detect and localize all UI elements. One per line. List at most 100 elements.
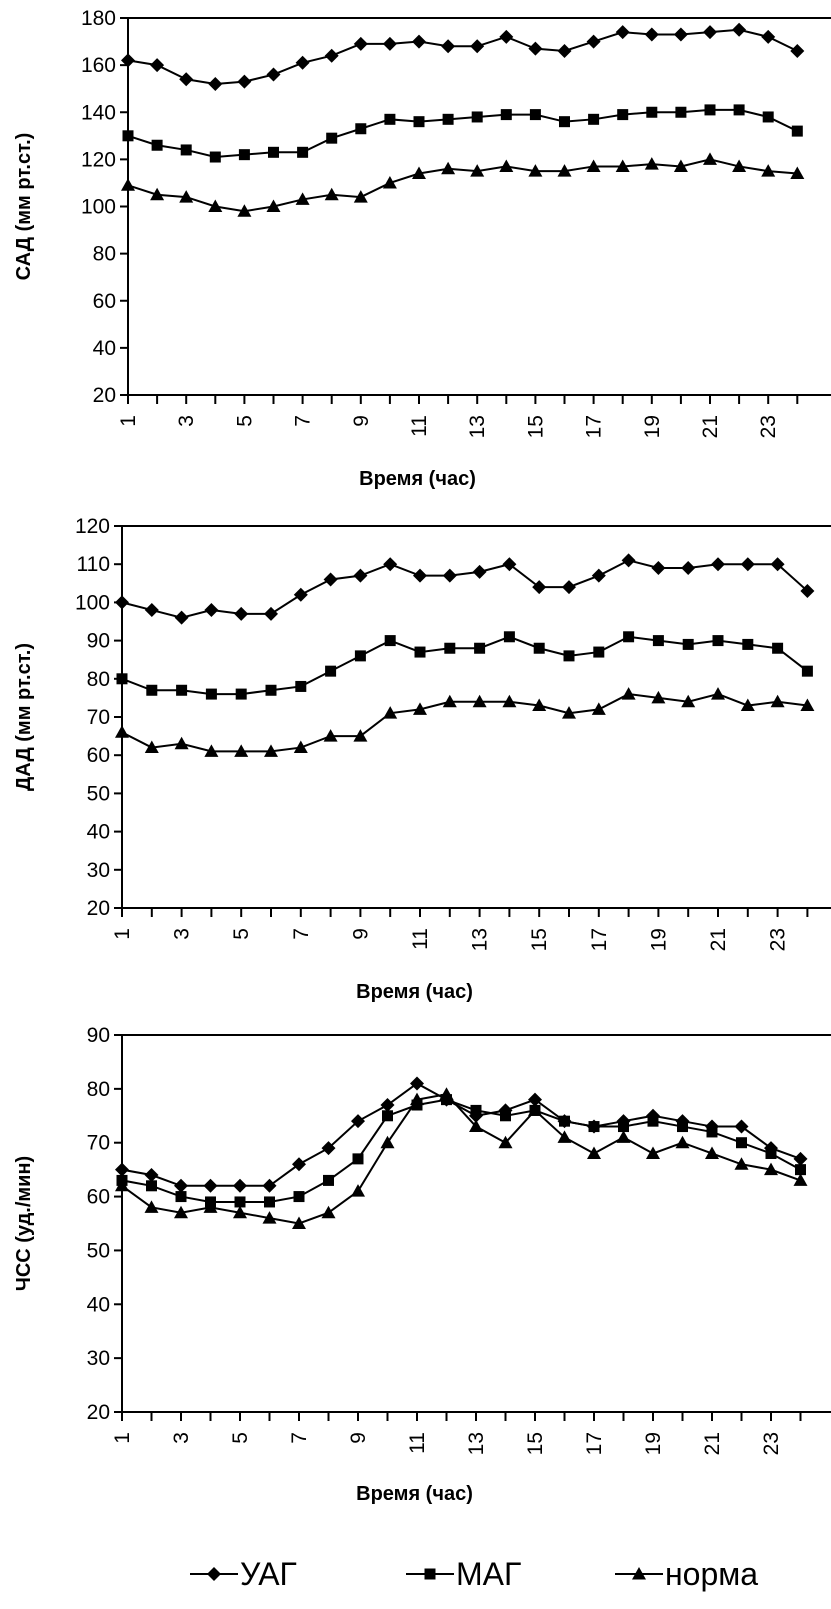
data-point-mag (116, 673, 128, 685)
data-point-mag (682, 638, 694, 650)
data-point-mag (529, 109, 541, 121)
data-point-mag (559, 116, 570, 128)
y-axis-title: ЧСС (уд./мин) (13, 1156, 35, 1291)
data-point-norm (174, 736, 189, 750)
series-line-mag (121, 635, 809, 696)
data-point-norm (144, 1200, 159, 1213)
data-point-norm (615, 159, 630, 172)
x-tick-label: 1 (111, 1432, 134, 1444)
data-point-mag (652, 635, 664, 647)
y-tick-label: 90 (87, 630, 110, 653)
series-norm (115, 1087, 808, 1229)
data-point-mag (146, 684, 158, 696)
series-uag (115, 1076, 808, 1193)
data-point-mag (352, 1153, 364, 1165)
data-point-uag (532, 580, 547, 595)
y-axis-title: САД (мм рт.ст.) (13, 133, 35, 281)
data-point-norm (237, 204, 252, 217)
data-point-mag (646, 106, 658, 118)
data-point-mag (795, 1164, 806, 1176)
data-point-uag (324, 48, 339, 63)
series-line-uag (121, 559, 809, 619)
x-tick-label: 7 (292, 415, 315, 427)
data-point-mag (706, 1126, 718, 1138)
y-tick-label: 180 (81, 7, 116, 30)
y-tick-label: 20 (87, 897, 110, 920)
data-point-uag (732, 22, 747, 37)
x-tick-label: 1 (117, 415, 140, 427)
data-point-mag (413, 116, 425, 128)
data-point-mag (355, 123, 367, 135)
x-tick-label: 17 (588, 928, 611, 951)
data-point-norm (711, 687, 725, 700)
series-mag (116, 631, 813, 700)
data-point-mag (442, 113, 454, 125)
data-point-mag (326, 132, 338, 144)
data-point-norm (502, 694, 517, 708)
data-point-uag (586, 34, 601, 49)
data-point-uag (144, 1168, 159, 1183)
data-point-norm (121, 178, 135, 191)
data-point-norm (498, 1135, 513, 1149)
data-point-norm (353, 190, 368, 203)
y-tick-label: 60 (87, 1186, 110, 1209)
y-axis-title: ДАД (мм рт.ст.) (13, 643, 35, 791)
data-point-norm (472, 694, 487, 708)
x-axis-title: Время (час) (356, 1483, 473, 1505)
data-point-norm (764, 1162, 778, 1176)
y-tick-label: 70 (87, 706, 110, 729)
data-point-norm (740, 698, 755, 712)
x-axis-title: Время (час) (359, 468, 476, 490)
x-tick-label: 11 (409, 928, 432, 950)
data-point-uag (292, 1157, 306, 1172)
data-point-norm (324, 187, 339, 201)
x-tick-label: 5 (229, 1432, 252, 1444)
y-tick-label: 120 (75, 515, 110, 538)
legend-marker-triangle (632, 1567, 646, 1580)
data-point-uag (410, 1076, 424, 1091)
y-tick-label: 80 (93, 243, 116, 266)
y-tick-label: 40 (87, 1293, 110, 1316)
data-point-uag (761, 29, 776, 44)
legend-label: норма (665, 1556, 758, 1592)
y-tick-label: 100 (81, 196, 116, 219)
data-point-uag (121, 53, 135, 68)
data-point-norm (646, 1146, 660, 1159)
data-point-mag (146, 1180, 157, 1192)
x-tick-label: 7 (290, 928, 313, 940)
legend-item-norm: норма (615, 1556, 758, 1592)
data-point-norm (321, 1205, 336, 1219)
data-point-norm (732, 159, 747, 172)
data-point-norm (761, 164, 776, 177)
y-tick-label: 120 (81, 148, 116, 171)
x-tick-label: 3 (170, 1432, 193, 1444)
y-tick-label: 20 (93, 384, 116, 407)
x-tick-label: 21 (707, 928, 730, 951)
data-point-norm (144, 740, 159, 754)
x-tick-label: 23 (767, 928, 790, 951)
data-point-norm (621, 687, 636, 700)
data-point-uag (470, 39, 485, 54)
x-tick-label: 3 (171, 928, 194, 940)
data-point-mag (444, 642, 456, 654)
data-point-norm (439, 1087, 454, 1100)
series-mag (122, 104, 803, 163)
data-point-uag (174, 1178, 188, 1193)
data-point-norm (410, 1092, 424, 1106)
data-point-norm (681, 694, 696, 708)
y-tick-label: 20 (87, 1401, 110, 1424)
data-point-mag (122, 130, 134, 142)
series-line-mag (127, 108, 798, 159)
data-point-mag (297, 146, 309, 158)
x-tick-label: 15 (524, 415, 547, 438)
y-tick-label: 40 (87, 821, 110, 844)
data-point-uag (770, 557, 785, 572)
data-point-uag (382, 36, 397, 51)
data-point-uag (174, 610, 189, 625)
data-point-mag (563, 650, 575, 662)
data-point-uag (380, 1098, 395, 1113)
data-point-uag (651, 561, 666, 576)
y-tick-label: 60 (93, 290, 116, 313)
data-point-uag (681, 561, 696, 576)
